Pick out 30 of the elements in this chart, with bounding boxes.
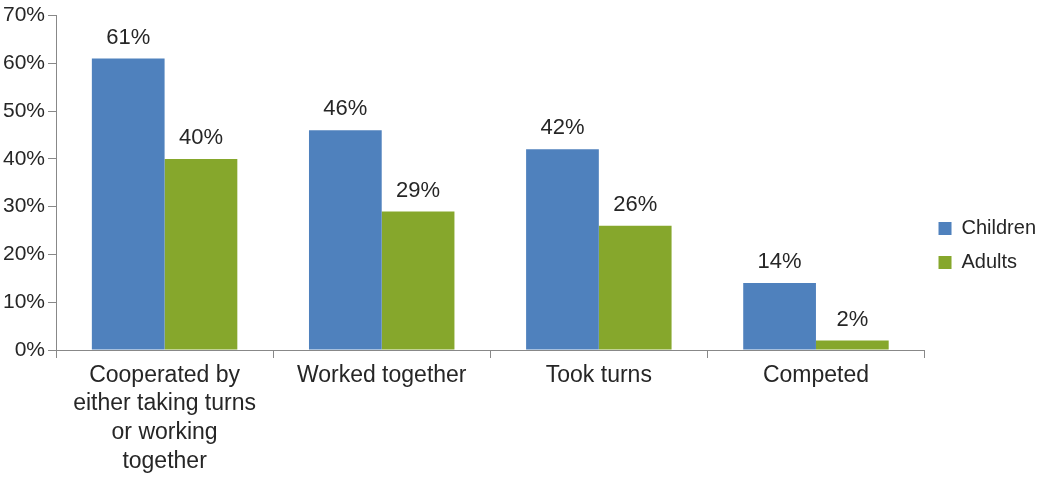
y-tick-label: 10%: [3, 289, 46, 313]
x-tick-label: Took turns: [545, 360, 652, 387]
y-tick-label: 20%: [3, 241, 46, 265]
y-tick-label: 70%: [3, 2, 46, 26]
y-tick-label: 0%: [14, 336, 46, 360]
legend-label: Children: [961, 216, 1036, 239]
x-tick-label: Cooperated by either taking turns or working together: [73, 360, 257, 473]
y-tick-label: 40%: [3, 145, 46, 169]
data-label: 42%: [540, 114, 585, 140]
bar: [308, 130, 382, 350]
y-tick-label: 50%: [3, 97, 46, 121]
bar: [815, 340, 889, 350]
bar: [381, 211, 455, 350]
y-tick-label: 30%: [3, 193, 46, 217]
data-label: 2%: [836, 305, 869, 331]
bar: [743, 283, 816, 350]
bar: [91, 58, 165, 350]
bar: [164, 158, 238, 350]
data-label: 14%: [757, 248, 802, 274]
bar: [598, 225, 672, 350]
y-tick-label: 60%: [3, 50, 46, 74]
data-label: 61%: [106, 23, 151, 49]
data-label: 46%: [323, 95, 368, 121]
x-tick-label: Competed: [762, 360, 870, 387]
legend-label: Adults: [961, 250, 1018, 273]
bar: [526, 149, 599, 350]
data-label: 26%: [613, 190, 658, 216]
data-label: 29%: [396, 176, 441, 202]
data-label: 40%: [178, 123, 223, 149]
x-tick-label: Worked together: [296, 360, 467, 387]
